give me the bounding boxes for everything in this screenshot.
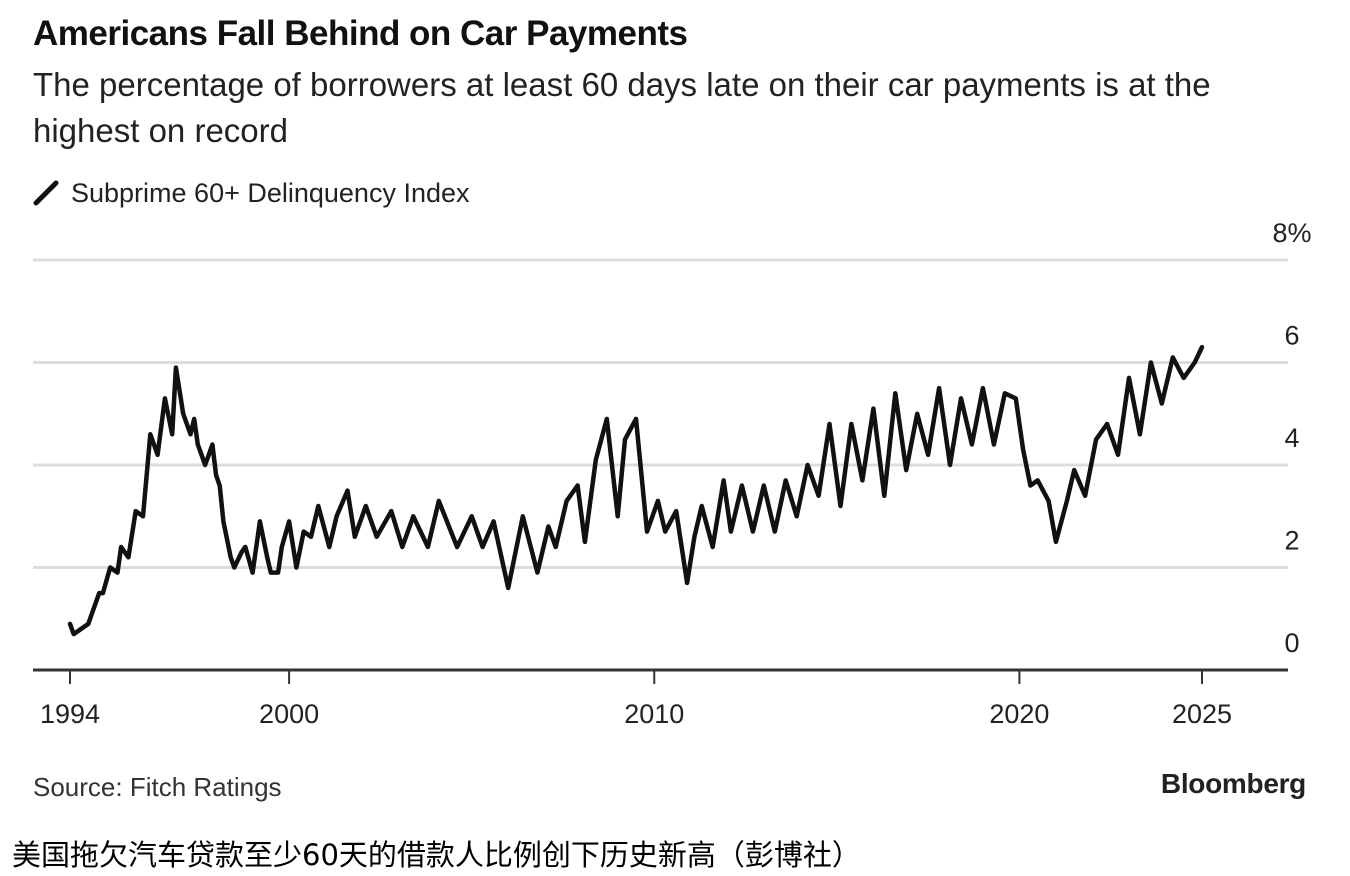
y-tick-label-4: 4 bbox=[1284, 423, 1299, 453]
chart-subtitle: The percentage of borrowers at least 60 … bbox=[33, 66, 1211, 149]
chart-legend: Subprime 60+ Delinquency Index bbox=[33, 176, 470, 210]
chart-title: Americans Fall Behind on Car Payments bbox=[33, 14, 688, 53]
y-tick-label-6: 6 bbox=[1284, 321, 1299, 351]
source-note: Source: Fitch Ratings bbox=[33, 772, 282, 802]
line-chart: 0 2 4 6 8% 1994 2000 2010 2020 2025 bbox=[33, 218, 1312, 729]
y-tick-labels: 0 2 4 6 8% bbox=[1272, 218, 1311, 658]
y-tick-label-2: 2 bbox=[1284, 526, 1299, 556]
x-tick-labels: 1994 2000 2010 2020 2025 bbox=[40, 699, 1232, 729]
x-tick-label-1994: 1994 bbox=[40, 699, 100, 729]
y-tick-label-8: 8% bbox=[1272, 218, 1311, 248]
legend-label: Subprime 60+ Delinquency Index bbox=[71, 177, 470, 208]
x-axis bbox=[33, 668, 1288, 684]
x-tick-label-2025: 2025 bbox=[1172, 699, 1232, 729]
legend-line-icon bbox=[33, 180, 59, 206]
x-tick-label-2020: 2020 bbox=[989, 699, 1049, 729]
chinese-caption: 美国拖欠汽车贷款至少60天的借款人比例创下历史新高（彭博社） bbox=[12, 838, 861, 872]
series-layer bbox=[67, 344, 1205, 637]
y-tick-label-0: 0 bbox=[1284, 628, 1299, 658]
grid-lines bbox=[33, 258, 1288, 569]
x-tick-label-2010: 2010 bbox=[624, 699, 684, 729]
bloomberg-logo: Bloomberg bbox=[1160, 768, 1306, 799]
series-line-0 bbox=[67, 344, 1205, 637]
x-tick-label-2000: 2000 bbox=[259, 699, 319, 729]
